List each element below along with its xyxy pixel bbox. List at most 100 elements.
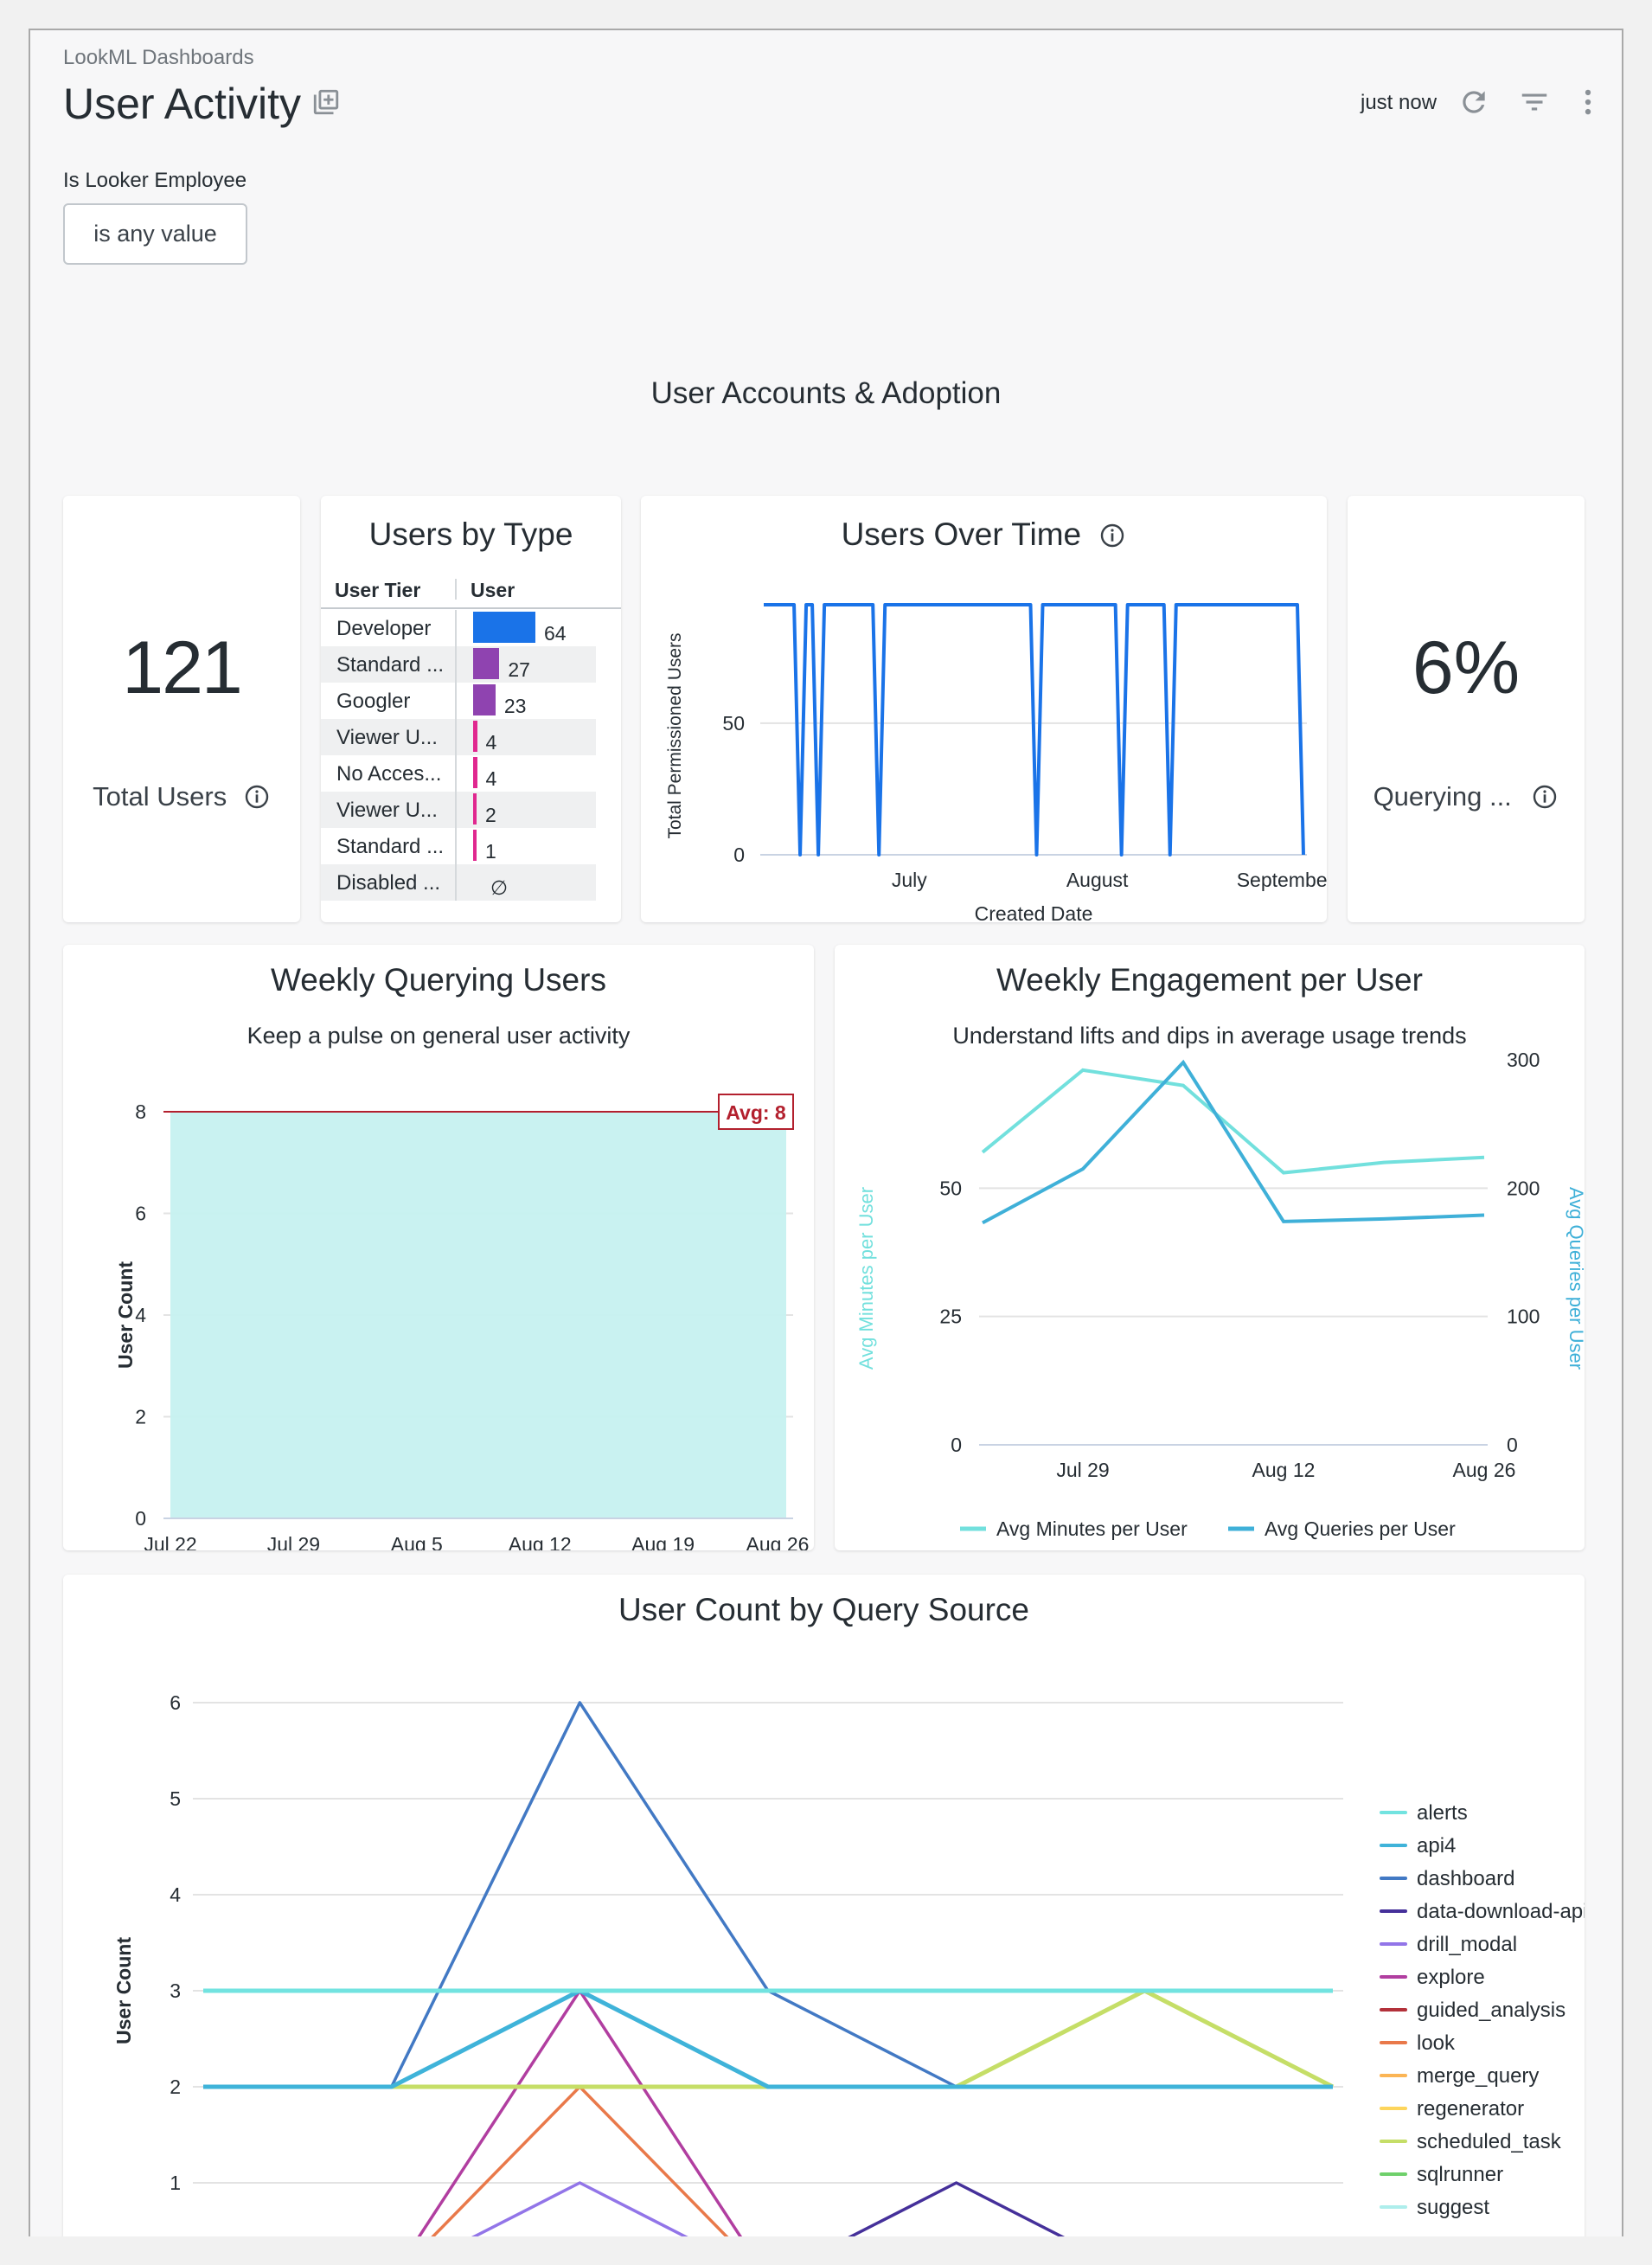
x-tick-label: Aug 19 [631, 1533, 695, 1550]
header-divider [321, 607, 621, 609]
y-axis-title: Total Permissioned Users [665, 632, 685, 838]
legend-label: api4 [1417, 1834, 1456, 1858]
user-tier-cell: No Acces... [336, 762, 442, 786]
series-line [764, 603, 1305, 857]
tile-title: Weekly Querying Users [271, 962, 606, 998]
column-header-user[interactable]: User [471, 579, 515, 601]
user-count-bar [473, 757, 477, 788]
filter-icon[interactable] [1518, 86, 1551, 119]
right-tick-label: 200 [1507, 1177, 1540, 1199]
users-over-time-tile: Users Over Time 0 50 July August September Cr… [641, 496, 1327, 922]
table-row[interactable]: Developer 64 [321, 610, 596, 646]
legend-label: look [1417, 2031, 1456, 2055]
legend-label: regenerator [1417, 2097, 1524, 2121]
table-row[interactable]: Standard ... 27 [321, 646, 596, 683]
series-line-look [431, 2085, 729, 2236]
info-icon[interactable] [243, 783, 271, 811]
user-tier-cell: Viewer U... [336, 726, 438, 749]
y-tick-label: 0 [135, 1507, 146, 1530]
left-tick-label: 50 [939, 1177, 962, 1199]
table-row[interactable]: Viewer U... 4 [321, 719, 596, 755]
table-body: Developer 64 Standard ... 27 Googler 23 Viewer… [321, 610, 596, 904]
y-tick-label: 5 [170, 1787, 181, 1810]
tile-title-row: Users Over Time [641, 517, 1327, 553]
user-count-bar [473, 721, 477, 752]
y-tick-label: 2 [135, 1406, 146, 1428]
weekly-engagement-chart: 0 25 50 0 100 200 300 Jul 29 Aug 12 Aug 26 Avg Min… [855, 1049, 1585, 1540]
table-row[interactable]: Viewer U... 2 [321, 792, 596, 828]
table-row[interactable]: Standard ... 1 [321, 828, 596, 864]
weekly-querying-users-tile: Weekly Querying Users Keep a pulse on ge… [63, 945, 814, 1550]
right-axis-title: Avg Queries per User [1566, 1187, 1585, 1370]
right-tick-label: 0 [1507, 1434, 1518, 1456]
info-icon[interactable] [1098, 522, 1126, 549]
legend-label: sqlrunner [1417, 2163, 1503, 2186]
tile-title: Weekly Engagement per User [996, 962, 1423, 998]
tile-subtitle: Keep a pulse on general user activity [247, 1023, 631, 1049]
user-tier-cell: Googler [336, 690, 411, 713]
user-tier-cell: Developer [336, 617, 432, 640]
querying-label: Querying ... [1373, 781, 1512, 812]
user-tier-cell: Viewer U... [336, 799, 438, 822]
querying-label-row: Querying ... [1348, 781, 1585, 812]
last-updated: just now [1361, 91, 1437, 114]
tile-title: Users Over Time [841, 517, 1082, 552]
right-tick-label: 300 [1507, 1049, 1540, 1071]
weekly-querying-users-chart: 0 2 4 6 8 Avg: 8 Jul 22 Jul 29 Aug 5 Aug 12 Aug 19… [114, 1094, 810, 1550]
series-line-scheduled_task [203, 1988, 1335, 2089]
querying-value: 6% [1412, 626, 1521, 709]
query-source-tile: User Count by Query Source 1 2 3 4 5 6 User Co… [63, 1575, 1585, 2236]
column-header-user-tier[interactable]: User Tier [335, 579, 421, 601]
tile-subtitle: Understand lifts and dips in average usa… [952, 1023, 1467, 1049]
user-count-bar [473, 830, 477, 861]
legend-label: Avg Queries per User [1265, 1517, 1456, 1540]
info-icon[interactable] [1531, 783, 1559, 811]
x-tick-label: Jul 29 [1056, 1459, 1109, 1481]
y-tick-label: 4 [135, 1304, 146, 1326]
legend-label: dashboard [1417, 1867, 1514, 1890]
breadcrumb[interactable]: LookML Dashboards [63, 46, 254, 69]
table-row[interactable]: No Acces... 4 [321, 755, 596, 792]
y-tick-label: 6 [170, 1691, 181, 1714]
legend-label: Avg Minutes per User [996, 1517, 1188, 1540]
legend-label: alerts [1417, 1801, 1468, 1825]
x-tick-label: Aug 5 [391, 1533, 443, 1550]
table-row[interactable]: Googler 23 [321, 683, 596, 719]
legend-label: drill_modal [1417, 1933, 1517, 1956]
user-count-value: 4 [485, 767, 497, 790]
x-tick-label: Aug 26 [746, 1533, 810, 1550]
user-tier-cell: Disabled ... [336, 871, 441, 895]
right-tick-label: 100 [1507, 1306, 1540, 1328]
users-by-type-tile: Users by Type User Tier User Developer 64… [321, 496, 621, 922]
user-count-value: ∅ [490, 876, 509, 899]
x-axis-title: Created Date [975, 902, 1093, 922]
series-line-api4 [203, 1988, 1333, 2089]
x-tick-label: Aug 26 [1453, 1459, 1516, 1481]
user-count-value: 64 [544, 622, 567, 645]
left-tick-label: 0 [951, 1434, 962, 1456]
x-tick-label: Aug 12 [1252, 1459, 1316, 1481]
filter-label: Is Looker Employee [63, 169, 247, 192]
x-tick-label: Aug 12 [509, 1533, 572, 1550]
query-source-chart: 1 2 3 4 5 6 User Count alerts api4 dashboard data-… [112, 1691, 1585, 2236]
dashboard: LookML Dashboards User Activity just now… [29, 29, 1623, 2236]
series-line-0 [981, 1068, 1485, 1175]
y-tick-label: 8 [135, 1100, 146, 1123]
user-count-value: 27 [508, 658, 530, 681]
total-users-tile: 121 Total Users [63, 496, 300, 922]
add-to-board-icon[interactable] [311, 87, 341, 117]
table-row[interactable]: Disabled ... ∅ [321, 864, 596, 901]
series-line-1 [982, 1059, 1485, 1225]
legend-label: explore [1417, 1966, 1485, 1989]
filter-input[interactable]: is any value [63, 203, 247, 265]
x-tick-label: August [1066, 869, 1129, 891]
y-axis-title: User Count [114, 1261, 137, 1369]
user-count-bar [473, 793, 477, 825]
legend-label: guided_analysis [1417, 1999, 1566, 2022]
x-tick-label: Jul 22 [144, 1533, 196, 1550]
refresh-icon[interactable] [1457, 86, 1490, 119]
more-vert-icon[interactable] [1572, 86, 1604, 119]
y-tick-label: 2 [170, 2076, 181, 2098]
users-over-time-chart: 0 50 July August September Created Date Total … [665, 603, 1327, 922]
legend-label: scheduled_task [1417, 2130, 1562, 2153]
